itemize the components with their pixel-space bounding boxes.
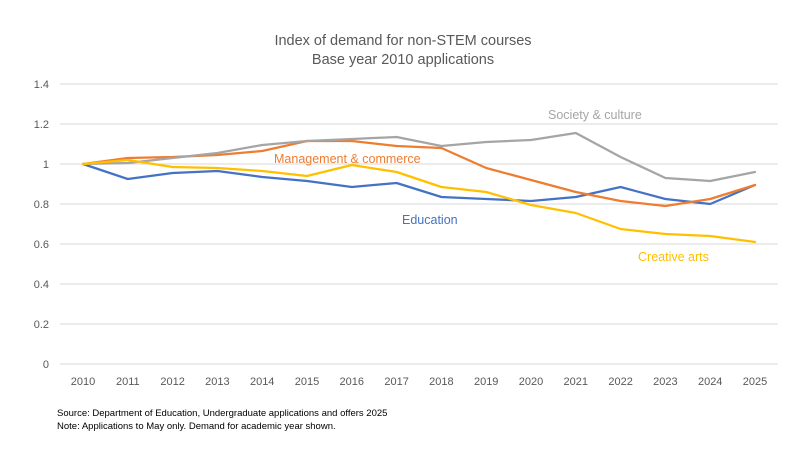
y-tick-label: 1.2 — [34, 119, 49, 131]
x-tick-label: 2020 — [519, 376, 543, 388]
x-tick-label: 2019 — [474, 376, 498, 388]
x-tick-label: 2022 — [608, 376, 632, 388]
label-society-culture: Society & culture — [548, 108, 642, 122]
x-tick-label: 2015 — [295, 376, 319, 388]
label-education: Education — [402, 213, 458, 227]
y-tick-label: 0.4 — [34, 279, 49, 291]
x-tick-label: 2013 — [205, 376, 229, 388]
series-line-creative-arts — [81, 158, 757, 244]
y-tick-label: 0.8 — [34, 199, 49, 211]
series-lines — [81, 131, 757, 244]
x-tick-label: 2023 — [653, 376, 677, 388]
x-tick-label: 2024 — [698, 376, 722, 388]
label-management-commerce: Management & commerce — [274, 152, 421, 166]
x-tick-label: 2016 — [340, 376, 364, 388]
series-creative-arts — [81, 158, 757, 244]
source-note: Source: Department of Education, Undergr… — [57, 408, 388, 419]
y-axis-ticks: 0 0.2 0.4 0.6 0.8 1 1.2 1.4 — [34, 79, 49, 371]
x-tick-label: 2014 — [250, 376, 274, 388]
chart-subtitle: Base year 2010 applications — [312, 52, 494, 68]
gridlines — [60, 83, 778, 365]
x-tick-label: 2012 — [160, 376, 184, 388]
y-tick-label: 0.6 — [34, 239, 49, 251]
applications-note: Note: Applications to May only. Demand f… — [57, 421, 336, 432]
series-labels: Society & culture Management & commerce … — [274, 108, 709, 264]
series-education — [81, 162, 757, 206]
series-line-society-culture — [81, 131, 757, 183]
x-tick-label: 2021 — [564, 376, 588, 388]
series-line-education — [81, 162, 757, 206]
y-tick-label: 0 — [43, 359, 49, 371]
x-tick-label: 2025 — [743, 376, 767, 388]
x-tick-label: 2017 — [384, 376, 408, 388]
series-society-culture — [81, 131, 757, 183]
x-axis-ticks: 2010 2011 2012 2013 2014 2015 2016 2017 2018 2019… — [71, 376, 767, 388]
x-tick-label: 2018 — [429, 376, 453, 388]
y-tick-label: 0.2 — [34, 319, 49, 331]
y-tick-label: 1 — [43, 159, 49, 171]
x-tick-label: 2011 — [116, 376, 140, 388]
x-tick-label: 2010 — [71, 376, 95, 388]
chart-title: Index of demand for non-STEM courses — [274, 33, 531, 49]
label-creative-arts: Creative arts — [638, 250, 709, 264]
y-tick-label: 1.4 — [34, 79, 49, 91]
